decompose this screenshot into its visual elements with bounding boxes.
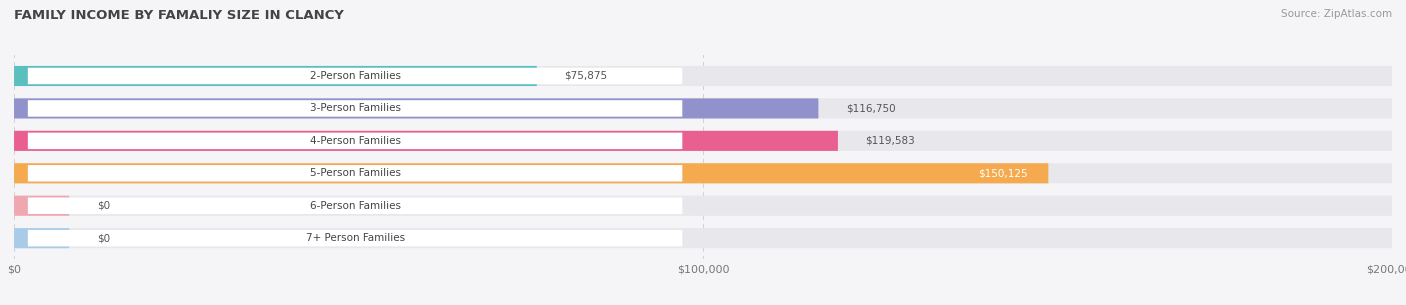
FancyBboxPatch shape bbox=[14, 66, 537, 86]
Text: 5-Person Families: 5-Person Families bbox=[309, 168, 401, 178]
Text: Source: ZipAtlas.com: Source: ZipAtlas.com bbox=[1281, 9, 1392, 19]
FancyBboxPatch shape bbox=[14, 196, 1392, 216]
FancyBboxPatch shape bbox=[14, 99, 1392, 118]
Text: $0: $0 bbox=[97, 201, 110, 211]
FancyBboxPatch shape bbox=[14, 163, 1049, 183]
Text: $116,750: $116,750 bbox=[846, 103, 896, 113]
Text: 4-Person Families: 4-Person Families bbox=[309, 136, 401, 146]
FancyBboxPatch shape bbox=[28, 68, 682, 84]
FancyBboxPatch shape bbox=[28, 133, 682, 149]
Text: 6-Person Families: 6-Person Families bbox=[309, 201, 401, 211]
FancyBboxPatch shape bbox=[14, 196, 69, 216]
FancyBboxPatch shape bbox=[14, 99, 818, 118]
FancyBboxPatch shape bbox=[28, 100, 682, 117]
Text: 7+ Person Families: 7+ Person Families bbox=[305, 233, 405, 243]
Text: $75,875: $75,875 bbox=[564, 71, 607, 81]
Text: FAMILY INCOME BY FAMALIY SIZE IN CLANCY: FAMILY INCOME BY FAMALIY SIZE IN CLANCY bbox=[14, 9, 344, 22]
FancyBboxPatch shape bbox=[28, 230, 682, 246]
FancyBboxPatch shape bbox=[14, 66, 1392, 86]
FancyBboxPatch shape bbox=[14, 163, 1392, 183]
FancyBboxPatch shape bbox=[28, 197, 682, 214]
Text: $119,583: $119,583 bbox=[866, 136, 915, 146]
FancyBboxPatch shape bbox=[28, 165, 682, 181]
Text: $150,125: $150,125 bbox=[979, 168, 1028, 178]
FancyBboxPatch shape bbox=[14, 131, 1392, 151]
Text: 3-Person Families: 3-Person Families bbox=[309, 103, 401, 113]
FancyBboxPatch shape bbox=[14, 228, 1392, 248]
Text: $0: $0 bbox=[97, 233, 110, 243]
Text: 2-Person Families: 2-Person Families bbox=[309, 71, 401, 81]
FancyBboxPatch shape bbox=[14, 131, 838, 151]
FancyBboxPatch shape bbox=[14, 228, 69, 248]
